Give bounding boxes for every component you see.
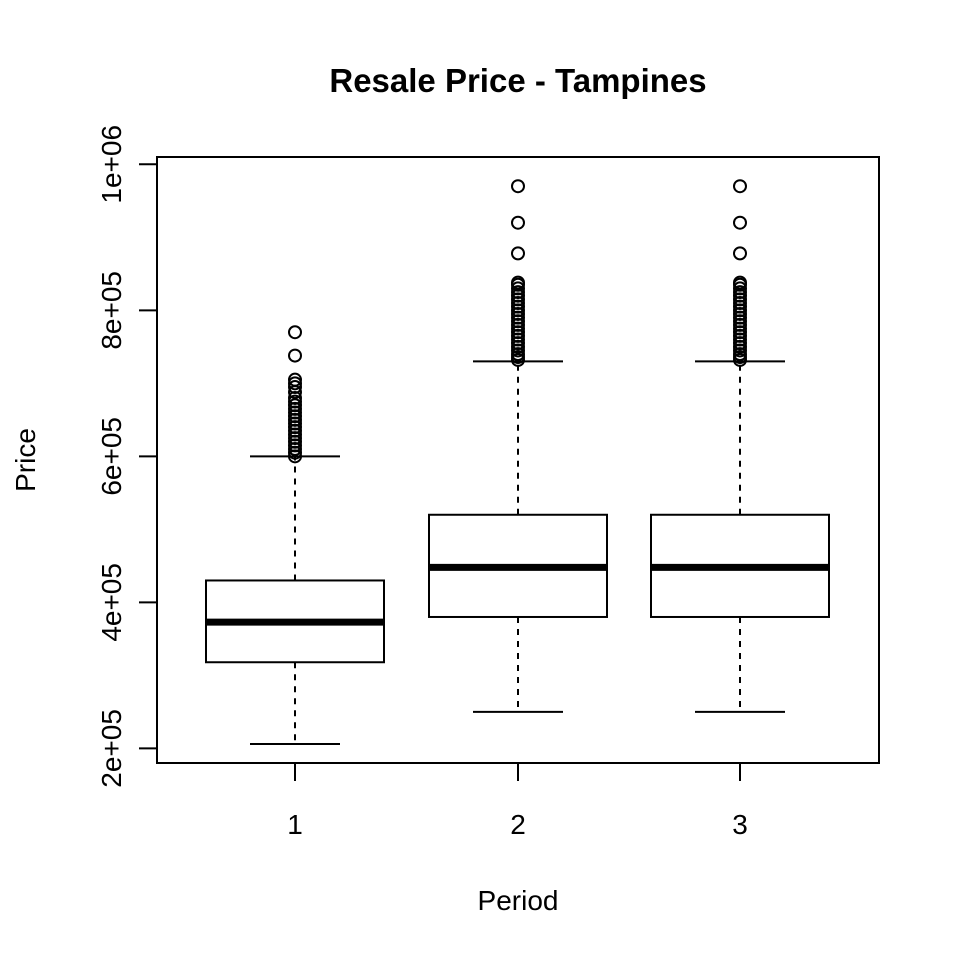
outlier-point [288,390,302,405]
outlier-point [733,246,747,261]
outlier-point [733,288,747,303]
outlier-point [511,332,525,347]
outlier-point [733,343,747,358]
y-axis-label: Price [10,428,41,492]
outlier-point [733,292,747,307]
outlier-point [733,275,747,290]
outlier-point [288,442,302,457]
outlier-point [733,285,747,300]
outlier-point [288,445,302,460]
outlier-point [733,314,747,329]
outlier-point [511,336,525,351]
outlier-point [511,288,525,303]
outlier-point [733,306,747,321]
outlier-point [511,246,525,261]
outlier-point [288,416,302,431]
outlier-point [288,376,302,391]
outlier-point [511,328,525,343]
outlier-point [511,343,525,358]
outlier-point [511,347,525,362]
y-tick-label: 6e+05 [96,417,127,496]
box-group-2 [428,179,608,713]
box-group-1 [205,325,385,746]
plot-marks [205,179,830,746]
outlier-point [733,303,747,318]
outlier-point [511,299,525,314]
outlier-point [288,412,302,427]
y-tick-label: 8e+05 [96,271,127,350]
outlier-point [733,325,747,340]
outlier-point [511,275,525,290]
x-tick-label: 3 [732,809,748,840]
outlier-point [288,325,302,340]
outlier-point [733,299,747,314]
outlier-point [511,306,525,321]
outlier-point [733,336,747,351]
x-axis-label: Period [478,885,559,916]
box-group-3 [650,179,830,713]
outlier-point [511,339,525,354]
outlier-point [733,317,747,332]
outlier-point [288,394,302,409]
outlier-point [288,405,302,420]
outlier-point [288,423,302,438]
y-axis: 2e+05 4e+05 6e+05 8e+05 1e+06 [96,125,158,788]
outlier-point [511,215,525,230]
outlier-point [288,438,302,453]
outlier-point [288,449,302,464]
outlier-point [511,292,525,307]
outlier-point [733,347,747,362]
outlier-point [733,328,747,343]
outlier-point [511,179,525,194]
outlier-point [288,379,302,394]
outlier-point [511,303,525,318]
outlier-point [733,179,747,194]
outlier-point [511,314,525,329]
outlier-point [733,281,747,296]
outlier-point [733,296,747,311]
x-axis: 1 2 3 [287,762,748,840]
y-tick-label: 1e+06 [96,125,127,204]
outlier-point [511,317,525,332]
outlier-point [511,310,525,325]
outlier-point [288,431,302,446]
outlier-point [288,409,302,424]
y-tick-label: 4e+05 [96,563,127,642]
outlier-point [733,215,747,230]
chart-title: Resale Price - Tampines [329,62,706,99]
outlier-point [288,420,302,435]
x-tick-label: 1 [287,809,303,840]
outlier-point [288,398,302,413]
outlier-point [288,401,302,416]
outlier-point [733,321,747,336]
outlier-point [733,339,747,354]
outlier-point [288,348,302,363]
outlier-point [511,285,525,300]
outlier-point [511,325,525,340]
outlier-point [511,281,525,296]
outlier-point [511,296,525,311]
outlier-point [288,434,302,449]
outlier-point [288,427,302,442]
y-tick-label: 2e+05 [96,709,127,788]
x-tick-label: 2 [510,809,526,840]
outlier-point [511,321,525,336]
outlier-point [733,332,747,347]
outlier-point [288,372,302,387]
outlier-point [733,310,747,325]
